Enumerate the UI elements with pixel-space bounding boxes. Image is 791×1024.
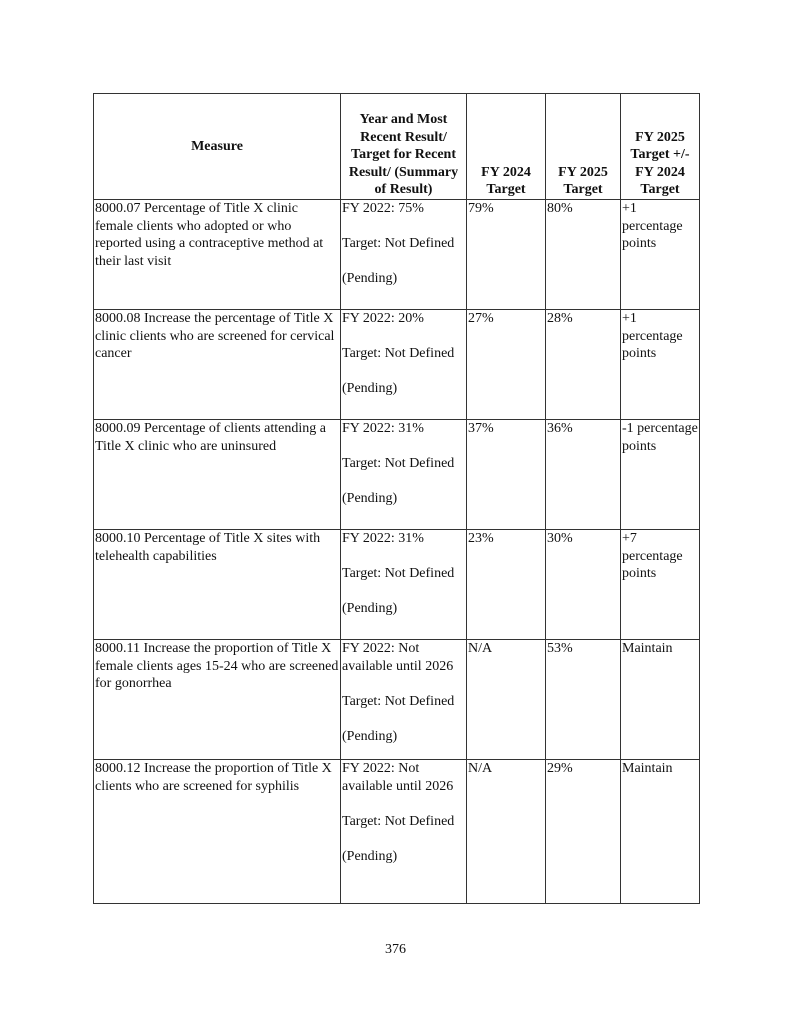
result-cell: FY 2022: Not available until 2026 Target… xyxy=(340,639,467,760)
header-row: Measure Year and Most Recent Result/ Tar… xyxy=(93,93,700,200)
fy2024-cell: N/A xyxy=(466,759,546,904)
measure-cell: 8000.12 Increase the proportion of Title… xyxy=(93,759,341,904)
fy2025-cell: 80% xyxy=(545,199,621,310)
measure-cell: 8000.10 Percentage of Title X sites with… xyxy=(93,529,341,640)
result-cell: FY 2022: 20% Target: Not Defined (Pendin… xyxy=(340,309,467,420)
header-fy2024: FY 2024 Target xyxy=(466,93,546,200)
fy2025-cell: 28% xyxy=(545,309,621,420)
table-row: 8000.08 Increase the percentage of Title… xyxy=(93,309,700,420)
result-cell: FY 2022: Not available until 2026 Target… xyxy=(340,759,467,904)
fy2025-cell: 29% xyxy=(545,759,621,904)
table-row: 8000.07 Percentage of Title X clinic fem… xyxy=(93,199,700,310)
header-fy2025: FY 2025 Target xyxy=(545,93,621,200)
header-result: Year and Most Recent Result/ Target for … xyxy=(340,93,467,200)
table-row: 8000.11 Increase the proportion of Title… xyxy=(93,639,700,760)
table-row: 8000.10 Percentage of Title X sites with… xyxy=(93,529,700,640)
measure-cell: 8000.09 Percentage of clients attending … xyxy=(93,419,341,530)
result-cell: FY 2022: 31% Target: Not Defined (Pendin… xyxy=(340,419,467,530)
header-change: FY 2025 Target +/- FY 2024 Target xyxy=(620,93,700,200)
change-cell: Maintain xyxy=(620,759,700,904)
fy2024-cell: 27% xyxy=(466,309,546,420)
measure-cell: 8000.07 Percentage of Title X clinic fem… xyxy=(93,199,341,310)
table-row: 8000.12 Increase the proportion of Title… xyxy=(93,759,700,904)
fy2025-cell: 36% xyxy=(545,419,621,530)
change-cell: Maintain xyxy=(620,639,700,760)
change-cell: -1 percentage points xyxy=(620,419,700,530)
fy2024-cell: 79% xyxy=(466,199,546,310)
result-cell: FY 2022: 31% Target: Not Defined (Pendin… xyxy=(340,529,467,640)
change-cell: +1 percentage points xyxy=(620,199,700,310)
result-cell: FY 2022: 75% Target: Not Defined (Pendin… xyxy=(340,199,467,310)
fy2024-cell: 37% xyxy=(466,419,546,530)
fy2025-cell: 30% xyxy=(545,529,621,640)
measures-table: Measure Year and Most Recent Result/ Tar… xyxy=(93,93,700,904)
change-cell: +1 percentage points xyxy=(620,309,700,420)
measure-cell: 8000.11 Increase the proportion of Title… xyxy=(93,639,341,760)
measure-cell: 8000.08 Increase the percentage of Title… xyxy=(93,309,341,420)
change-cell: +7 percentage points xyxy=(620,529,700,640)
fy2025-cell: 53% xyxy=(545,639,621,760)
page-number: 376 xyxy=(385,942,406,957)
fy2024-cell: 23% xyxy=(466,529,546,640)
fy2024-cell: N/A xyxy=(466,639,546,760)
table-row: 8000.09 Percentage of clients attending … xyxy=(93,419,700,530)
header-measure: Measure xyxy=(93,93,341,200)
